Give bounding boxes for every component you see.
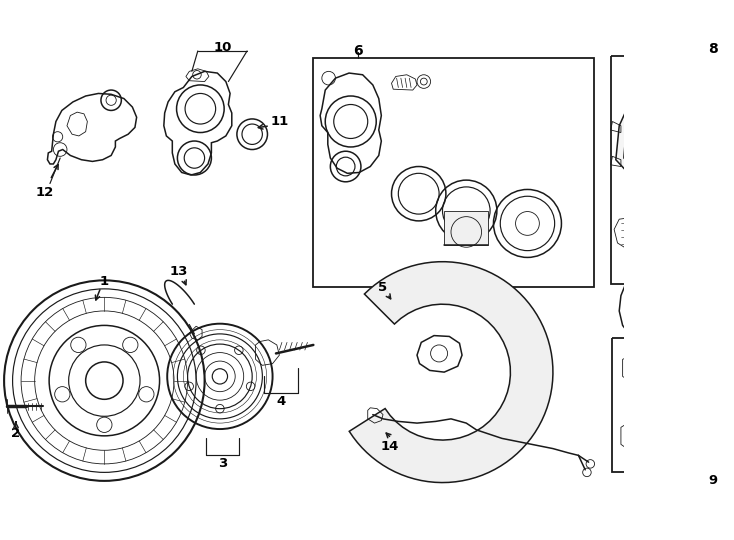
Text: 8: 8: [708, 42, 718, 56]
Text: 14: 14: [381, 441, 399, 454]
Text: 6: 6: [353, 44, 363, 58]
Polygon shape: [444, 211, 488, 245]
Polygon shape: [349, 262, 553, 483]
Text: 2: 2: [12, 427, 21, 440]
Text: 12: 12: [36, 186, 54, 199]
Text: 5: 5: [379, 281, 388, 294]
Polygon shape: [623, 105, 680, 173]
Text: 9: 9: [708, 474, 717, 488]
Text: 1: 1: [100, 275, 109, 288]
Bar: [611, 56, 734, 284]
Bar: [313, 58, 594, 287]
Polygon shape: [714, 90, 734, 177]
Text: 4: 4: [277, 395, 286, 408]
Text: 3: 3: [218, 457, 227, 470]
Polygon shape: [722, 95, 734, 172]
Text: 11: 11: [270, 115, 288, 128]
Bar: [612, 338, 734, 472]
Text: 13: 13: [170, 265, 189, 278]
Text: 10: 10: [214, 41, 232, 54]
Polygon shape: [616, 98, 686, 178]
